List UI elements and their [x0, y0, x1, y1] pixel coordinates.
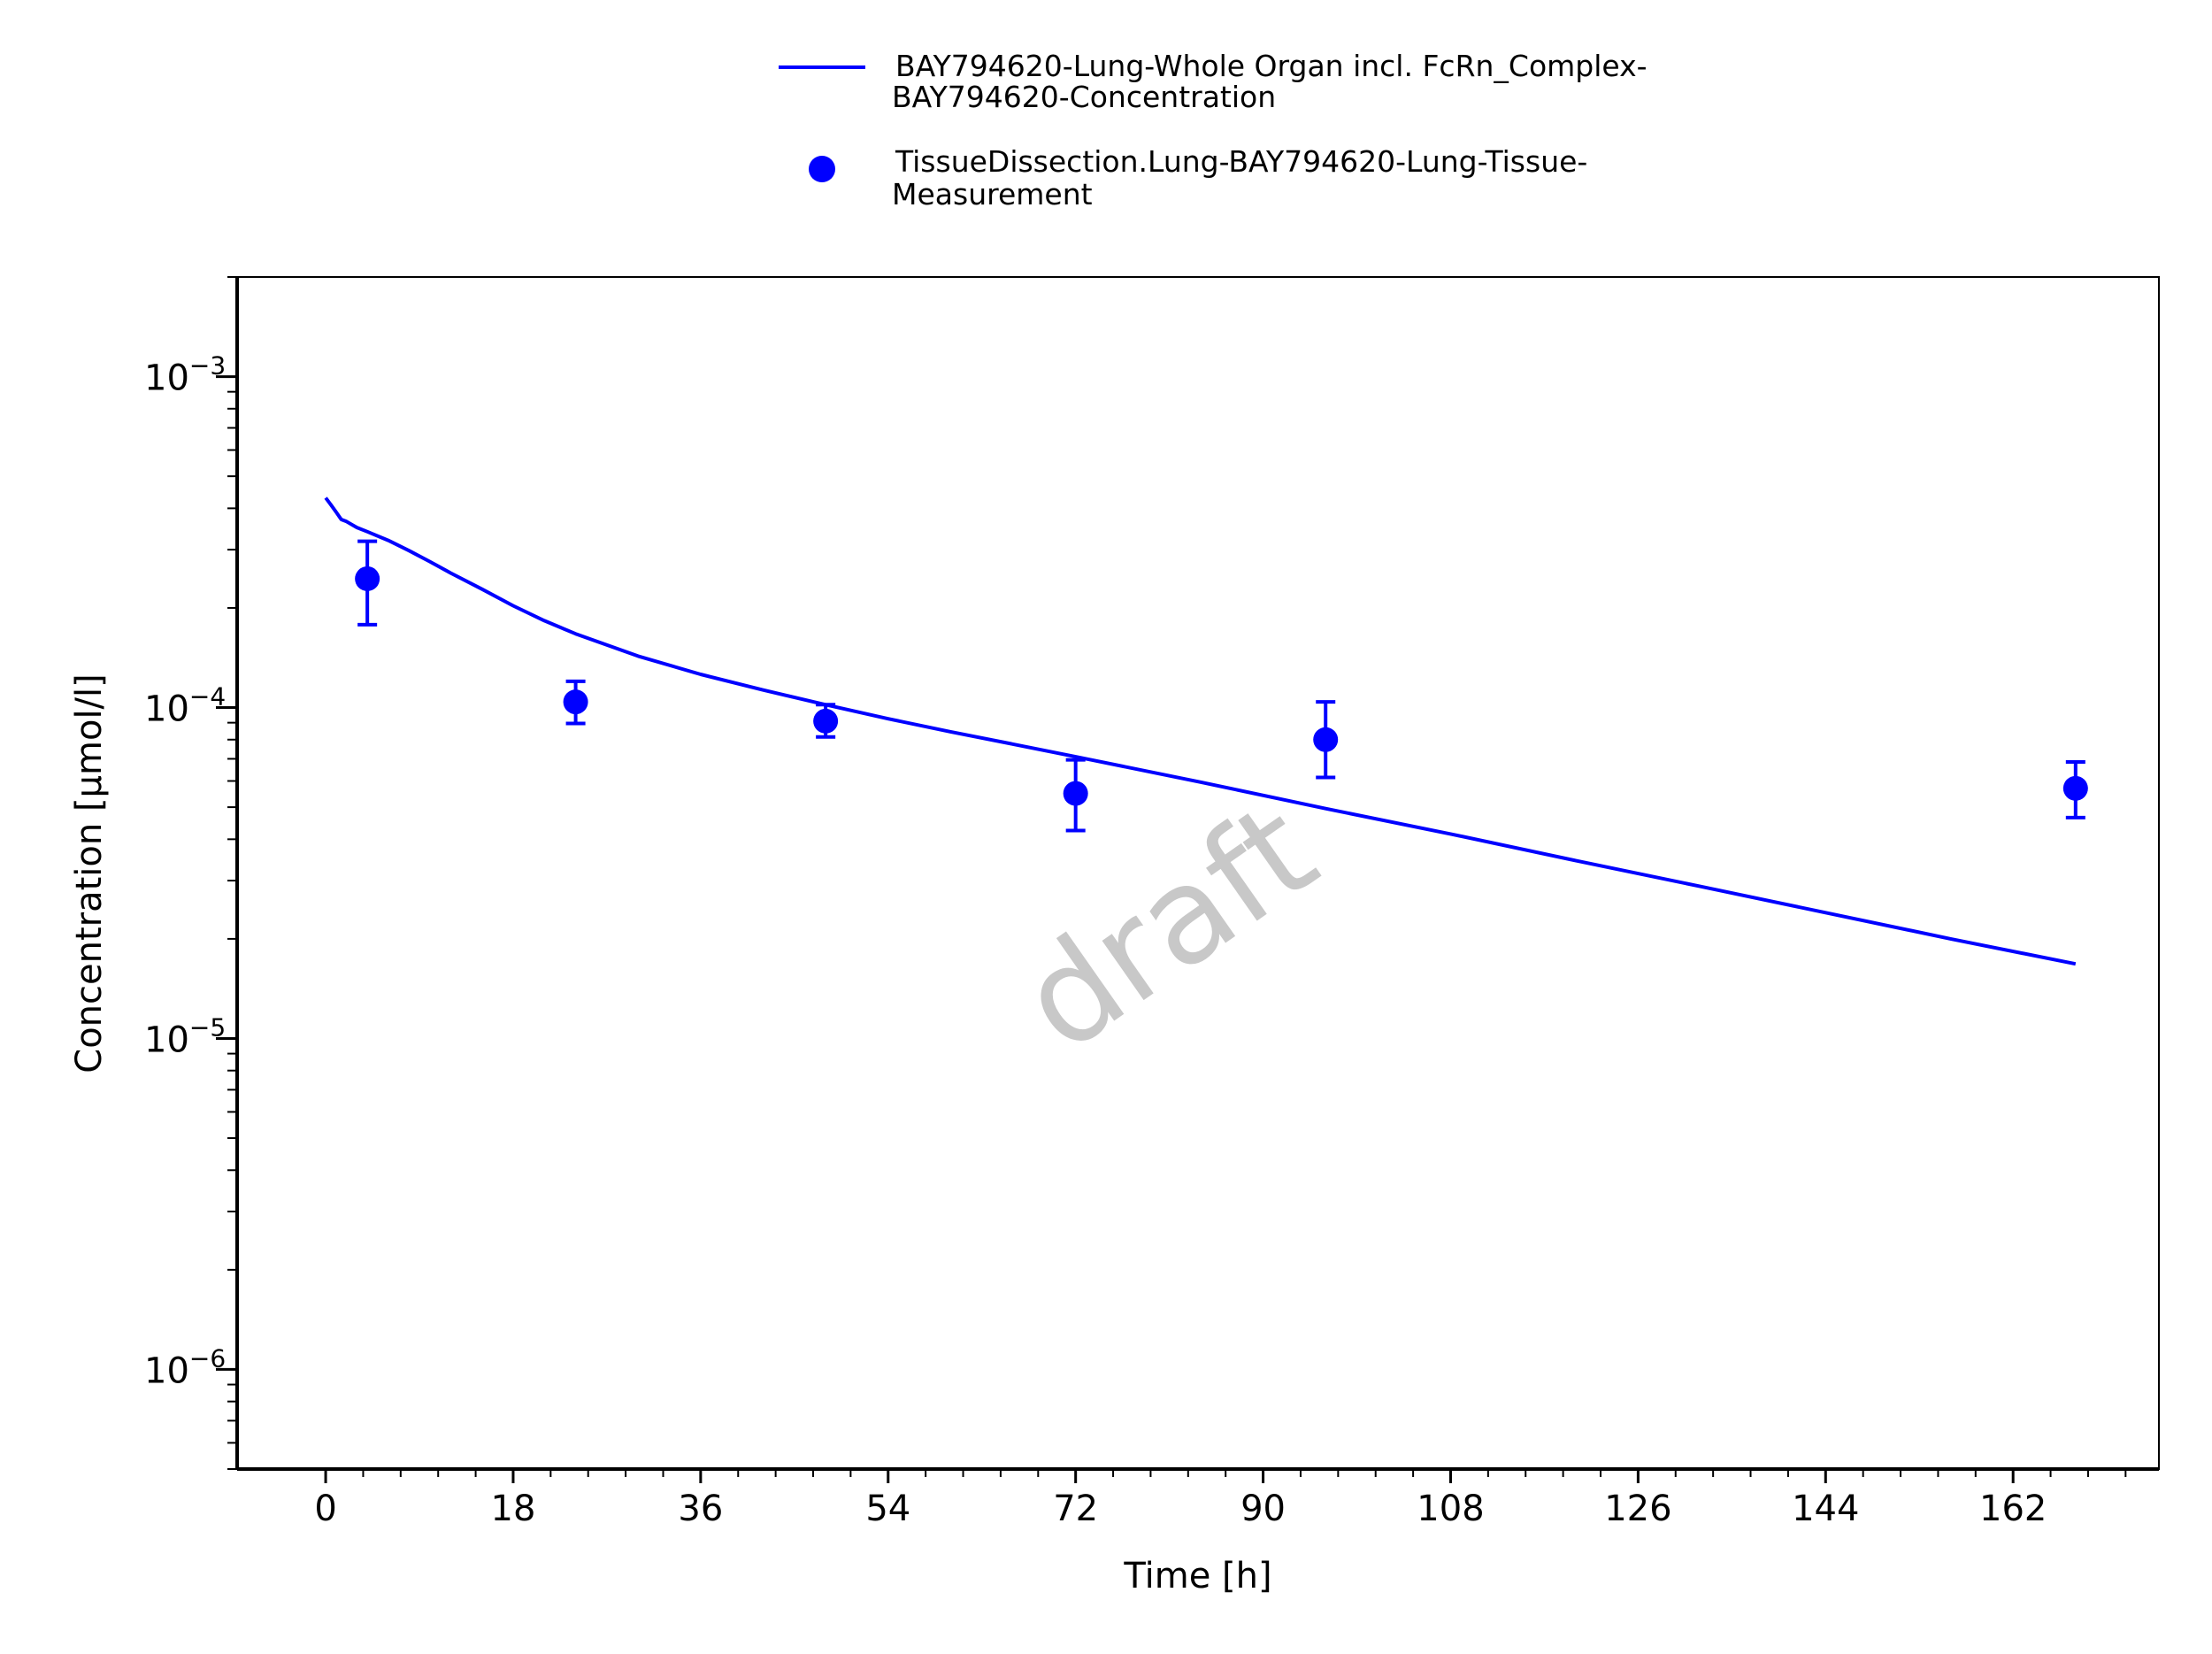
x-axis-title: Time [h]	[1123, 1556, 1271, 1596]
x-tick-label: 144	[1792, 1489, 1859, 1529]
y-tick-label: 10−6	[144, 1343, 226, 1391]
x-tick-label: 162	[1979, 1489, 2047, 1529]
y-tick-label: 10−3	[144, 351, 226, 399]
x-tick-label: 18	[491, 1489, 536, 1529]
measurement-point	[355, 565, 380, 591]
measurement-point	[1063, 781, 1088, 806]
y-axis-title: Concentration [µmol/l]	[69, 673, 110, 1073]
legend: BAY794620-Lung-Whole Organ incl. FcRn_Co…	[779, 49, 1647, 212]
x-tick-label: 108	[1417, 1489, 1484, 1529]
x-tick-label: 90	[1240, 1489, 1286, 1529]
legend-marker-swatch	[809, 156, 835, 182]
x-tick-label: 36	[678, 1489, 723, 1529]
measurement-point	[813, 708, 839, 734]
x-axis-ticks: 0 18 36 54 72 90 108 126 144 162	[314, 1469, 2127, 1529]
x-tick-label: 126	[1604, 1489, 1671, 1529]
legend-label-marker-1: TissueDissection.Lung-BAY794620-Lung-Tis…	[895, 144, 1587, 179]
legend-label-line-1: BAY794620-Lung-Whole Organ incl. FcRn_Co…	[895, 49, 1647, 83]
simulation-line	[324, 496, 2077, 966]
legend-label-marker-2: Measurement	[892, 177, 1093, 212]
y-tick-label: 10−4	[144, 682, 226, 730]
series-layer	[324, 496, 2088, 966]
measurement-point	[1313, 727, 1339, 752]
x-tick-label: 0	[314, 1489, 336, 1529]
legend-label-line-2: BAY794620-Concentration	[892, 80, 1276, 114]
measurement-point	[563, 689, 588, 715]
y-axis-ticks: 10−3 10−4 10−5 10−6	[144, 276, 237, 1470]
x-tick-label: 54	[865, 1489, 910, 1529]
measurement-point	[2062, 775, 2088, 801]
x-tick-label: 72	[1053, 1489, 1098, 1529]
watermark-text: draft	[995, 773, 1342, 1081]
y-tick-label: 10−5	[144, 1012, 226, 1060]
